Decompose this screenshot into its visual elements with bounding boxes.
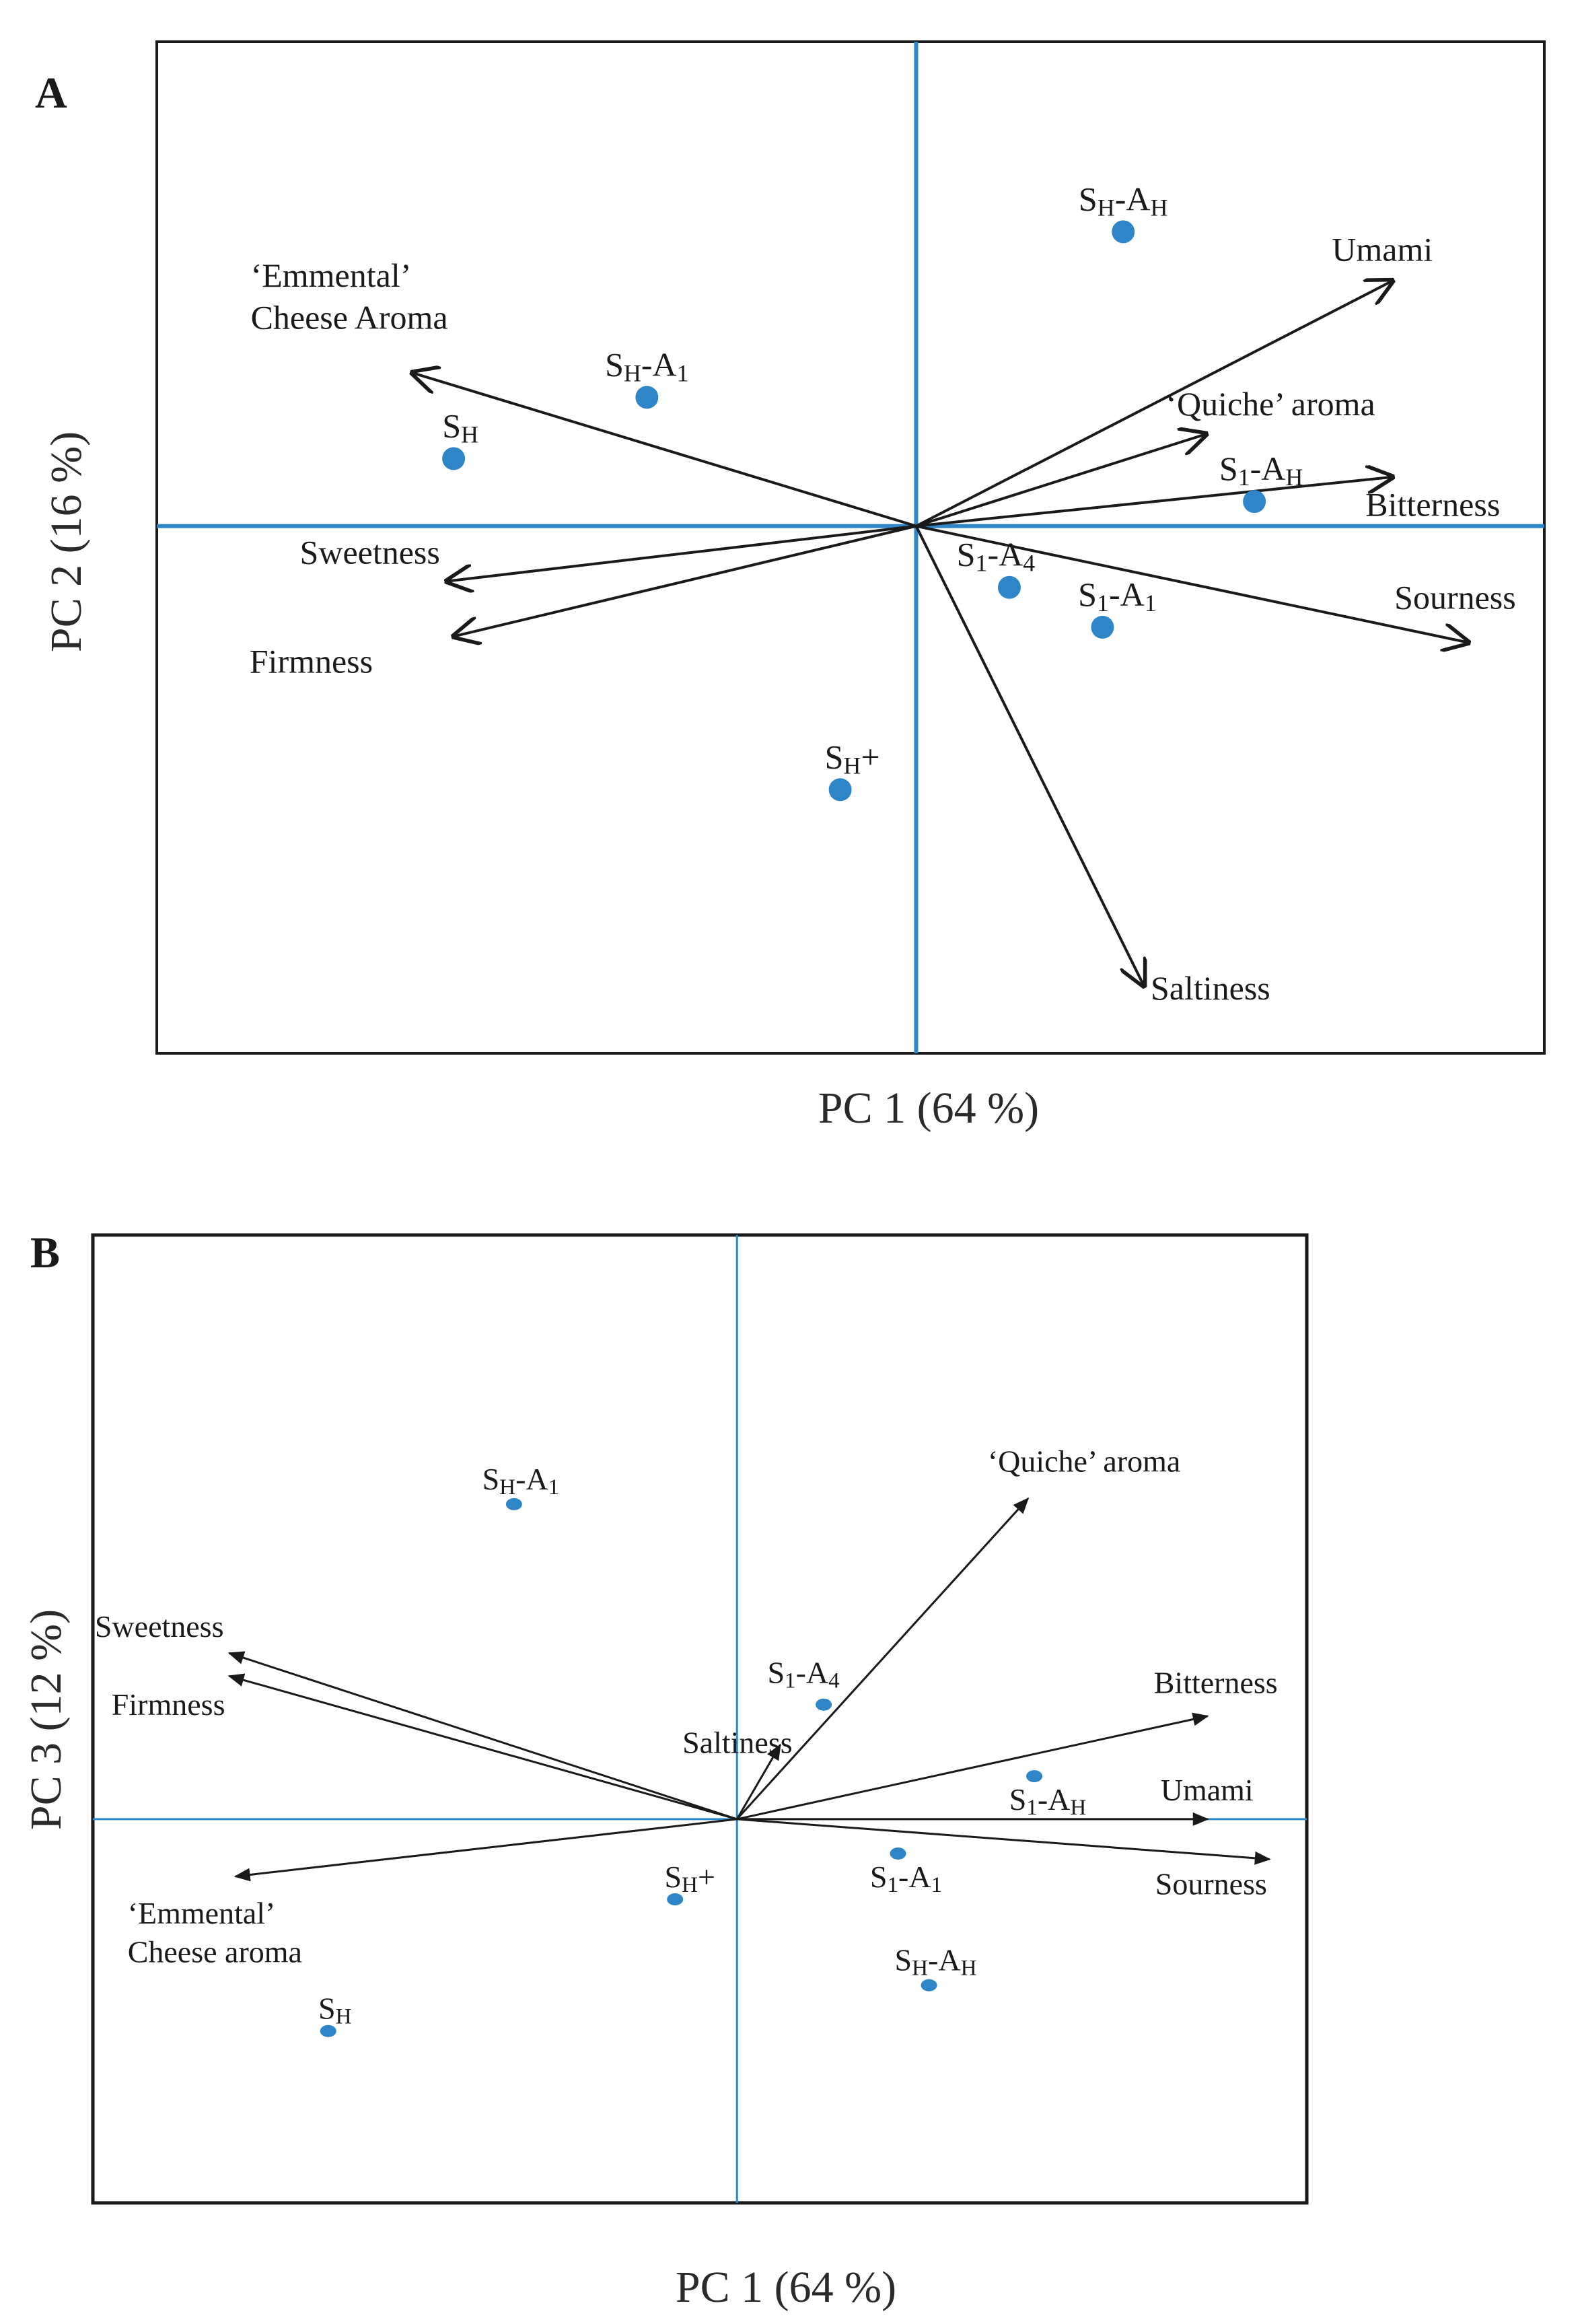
loading-arrow-sweetness (227, 1651, 738, 1821)
loading-arrow-quiche-aroma (736, 1497, 1030, 1820)
sample-label-sh: SH (442, 407, 478, 448)
loading-label-umami: Umami (1161, 1773, 1254, 1807)
sample-label-sh-a1: SH-A1 (605, 345, 689, 386)
loading-label-firmness: Firmness (250, 643, 373, 680)
loading-label-quiche-aroma: ‘Quiche’ aroma (1165, 385, 1375, 423)
sample-label-s1-a1: S1-A1 (1078, 575, 1157, 617)
loading-arrow-emmental-cheese-aroma (233, 1818, 738, 1882)
loading-label-umami: Umami (1332, 230, 1433, 268)
loading-label-bitterness: Bitterness (1365, 486, 1500, 524)
panel-letter: A (35, 69, 67, 118)
loading-label-bitterness: Bitterness (1154, 1666, 1278, 1700)
sample-label-s1-a1: S1-A1 (870, 1860, 942, 1897)
sample-point-s1-ah (1026, 1770, 1043, 1783)
loading-arrow-saltiness (735, 1743, 781, 1820)
loading-arrow-umami (915, 281, 1392, 528)
loading-label-sweetness: Sweetness (95, 1609, 224, 1644)
sample-point-sh (667, 1893, 684, 1906)
loading-label-saltiness: Saltiness (682, 1725, 793, 1759)
loading-label-sweetness: Sweetness (300, 534, 440, 571)
sample-label-s1-a4: S1-A4 (957, 536, 1036, 577)
sample-point-s1-a1 (890, 1847, 906, 1860)
sample-point-sh-ah (921, 1979, 937, 1992)
loading-arrow-bitterness (916, 477, 1392, 528)
sample-label-sh: SH (318, 1992, 352, 2029)
loading-label-quiche-aroma: ‘Quiche’ aroma (988, 1444, 1181, 1478)
panel-letter: B (30, 1228, 60, 1277)
sample-label-sh-a1: SH-A1 (482, 1462, 560, 1500)
sample-label-sh: SH+ (664, 1860, 715, 1897)
loading-label-emmental-cheese-aroma: ‘Emmental’ Cheese Aroma (251, 256, 448, 337)
sample-label-s1-ah: S1-AH (1219, 450, 1303, 491)
sample-point-sh (828, 778, 852, 802)
panel-b: B PC 1 (64 %) PC 3 (12 %) ‘Quiche’ aroma Bit… (22, 1228, 1309, 2312)
loading-arrow-firmness (454, 524, 916, 637)
sample-label-sh-ah: SH-AH (895, 1943, 977, 1981)
loading-label-saltiness: Saltiness (1151, 969, 1270, 1007)
loading-label-sourness: Sourness (1155, 1866, 1267, 1901)
loading-arrow-firmness (227, 1673, 738, 1821)
loading-arrow-sweetness (447, 524, 916, 582)
loading-label-firmness: Firmness (112, 1687, 225, 1722)
sample-point-sh (442, 447, 466, 470)
loading-arrow-bitterness (736, 1712, 1209, 1821)
sample-point-sh-ah (1112, 220, 1135, 244)
loading-label-emmental-cheese-aroma: ‘Emmental’ Cheese aroma (128, 1896, 302, 1969)
sample-point-sh (320, 2024, 336, 2037)
sample-point-sh-a1 (505, 1498, 522, 1510)
plot-frame (155, 40, 1546, 1055)
sample-label-s1-a4: S1-A4 (767, 1656, 840, 1693)
loading-arrow-emmental-cheese-aroma (412, 373, 917, 528)
y-axis-title: PC 3 (12 %) (22, 1609, 71, 1830)
sample-point-s1-ah (1243, 490, 1266, 514)
sample-point-s1-a1 (1091, 615, 1114, 639)
sample-label-s1-ah: S1-AH (1009, 1782, 1087, 1820)
panel-a: A PC 1 (64 %) PC 2 (16 %) Umami ‘Quiche’ aro… (35, 40, 1546, 1133)
sample-point-sh-a1 (635, 386, 659, 409)
sample-point-s1-a4 (997, 575, 1021, 599)
x-axis-title: PC 1 (64 %) (818, 1084, 1039, 1133)
loading-arrow-saltiness (914, 525, 1144, 986)
plot-frame (91, 1233, 1309, 2205)
sample-label-sh: SH+ (825, 738, 880, 779)
y-axis-title: PC 2 (16 %) (42, 431, 91, 652)
x-axis-title: PC 1 (64 %) (676, 2263, 896, 2312)
loading-arrow-sourness (737, 1818, 1271, 1865)
loading-arrow-sourness (916, 524, 1468, 643)
sample-point-s1-a4 (816, 1698, 832, 1711)
loading-label-sourness: Sourness (1394, 579, 1516, 617)
loading-arrow-quiche-aroma (915, 434, 1206, 528)
sample-label-sh-ah: SH-AH (1079, 180, 1168, 221)
